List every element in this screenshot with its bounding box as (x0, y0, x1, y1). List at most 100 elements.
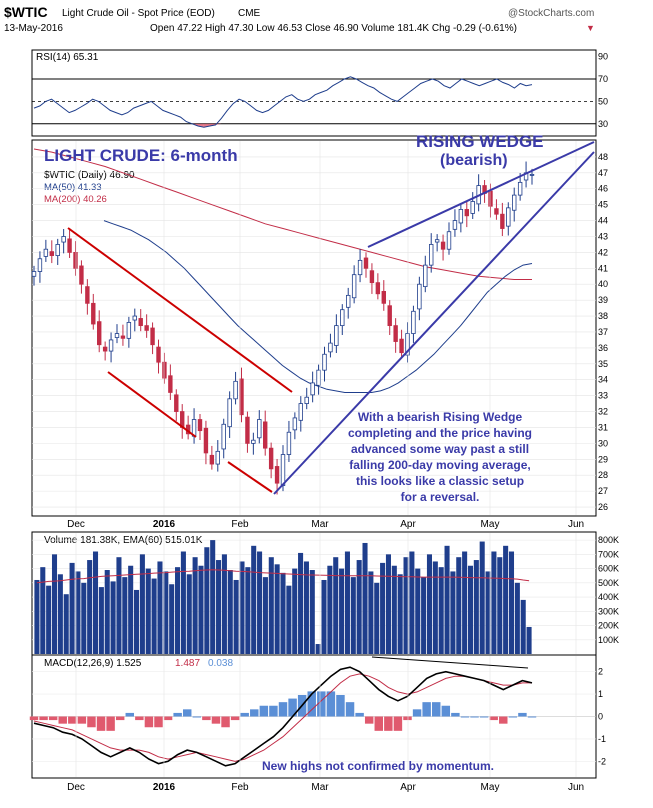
price-tick-label: 26 (598, 502, 608, 512)
x-tick-label-lower: Jun (568, 782, 584, 793)
candle-body (79, 265, 84, 285)
header-symbol: $WTIC (4, 4, 48, 20)
x-tick-label-upper: Dec (67, 519, 85, 530)
bearish-label: (bearish) (440, 152, 508, 169)
macd-histogram-bar (173, 712, 182, 717)
volume-bar (526, 626, 532, 654)
volume-bar (128, 565, 134, 654)
rsi-line (33, 76, 533, 128)
macd-histogram-bar (393, 716, 403, 731)
price-tick-label: 40 (598, 279, 608, 289)
candle-body (286, 431, 292, 455)
candle-body (97, 321, 102, 346)
volume-bar (385, 554, 391, 654)
candle-body (357, 259, 363, 276)
candle-body (91, 302, 96, 325)
volume-bar (514, 582, 520, 654)
header-site: @StockCharts.com (508, 8, 594, 19)
volume-bar (467, 565, 474, 654)
macd-histogram-bar (250, 709, 259, 717)
macd-histogram-bar (345, 702, 355, 717)
candle-body (506, 207, 511, 227)
x-tick-label-upper: Mar (311, 519, 329, 530)
ma50-line (103, 220, 533, 393)
candle-body (292, 417, 298, 431)
price-title: $WTIC (Daily) 46.90 (44, 170, 135, 181)
macd-histogram-bar (154, 716, 163, 728)
volume-bar (139, 554, 145, 654)
volume-bar (397, 574, 403, 654)
x-tick-label-lower: Dec (67, 782, 85, 793)
macd-histogram-bar (432, 702, 441, 717)
price-tick-label: 35 (598, 359, 608, 369)
volume-bar (198, 565, 204, 654)
volume-bar (34, 579, 40, 654)
volume-bar (40, 567, 46, 654)
candle-body (500, 213, 505, 229)
candle-body (434, 239, 440, 243)
rsi-series: 90 70 50 30 (32, 52, 608, 129)
candle-body (132, 315, 137, 321)
candle-body (494, 208, 499, 215)
candle-body (280, 454, 286, 486)
macd-histogram-bar (135, 716, 144, 721)
macd-histogram-bar (508, 716, 518, 718)
candle-body (31, 271, 37, 277)
macd-histogram-bar (68, 716, 77, 724)
volume-tick-label: 100K (598, 635, 619, 645)
candle-body (517, 181, 523, 196)
volume-bar (221, 554, 227, 654)
x-tick-label-lower: Feb (231, 782, 249, 793)
macd-histogram-bar (499, 716, 508, 724)
macd-histogram-bar (355, 712, 364, 717)
volume-bar (204, 547, 210, 654)
macd-histogram-bar (192, 716, 202, 718)
volume-bar (163, 571, 169, 654)
header-ohlc: Open 47.22 High 47.30 Low 46.53 Close 46… (150, 23, 517, 34)
rsi-panel (31, 49, 597, 137)
candle-body (304, 396, 309, 404)
volume-bar (485, 571, 491, 654)
price-tick-label: 32 (598, 407, 608, 417)
candle-body (55, 244, 60, 256)
macd-histogram-bar (422, 702, 431, 717)
volume-bar (145, 568, 151, 654)
volume-bar (110, 581, 116, 654)
macd-histogram-bar (364, 716, 374, 724)
macd-histogram-bar (202, 716, 211, 721)
candle-body (340, 309, 345, 327)
candle-body (203, 427, 209, 454)
macd-histogram-bar (221, 716, 230, 728)
volume-bar (321, 579, 327, 654)
macd-signal-line (33, 673, 532, 762)
x-axis: Dec Dec 2016 2016 Feb Feb Mar Mar Apr Apr May May Ju… (67, 141, 584, 793)
rsi-tick-label: 50 (598, 96, 608, 106)
rsi-tick-label: 70 (598, 74, 608, 84)
comment-box: With a bearish Rising Wedge completing a… (348, 410, 532, 504)
volume-bar (368, 571, 374, 654)
volume-bar (81, 582, 87, 654)
volume-bar (473, 560, 479, 654)
candle-body (108, 339, 114, 352)
macd-histogram-bar (183, 709, 192, 717)
macd-histogram-bar (451, 712, 460, 717)
volume-bar (432, 561, 438, 654)
volume-bar (409, 551, 415, 654)
volume-bar (344, 551, 350, 654)
macd-histogram-bar (48, 716, 58, 721)
comment-line-5: this looks like a classic setup (356, 474, 524, 488)
rsi-tick-label: 90 (598, 52, 608, 62)
volume-bar (233, 579, 239, 654)
volume-bar (134, 589, 140, 654)
volume-tick-label: 300K (598, 606, 619, 616)
volume-bar (438, 567, 444, 654)
candle-body (310, 382, 315, 396)
macd-histogram-bar (58, 716, 67, 724)
macd-histogram-bar (518, 712, 527, 717)
macd-histogram-bar (374, 716, 383, 731)
volume-tick-label: 500K (598, 578, 619, 588)
macd-histogram-bar (441, 705, 451, 717)
candle-body (529, 174, 535, 176)
volume-bar (309, 570, 315, 654)
x-tick-label-upper: 2016 (153, 519, 176, 530)
